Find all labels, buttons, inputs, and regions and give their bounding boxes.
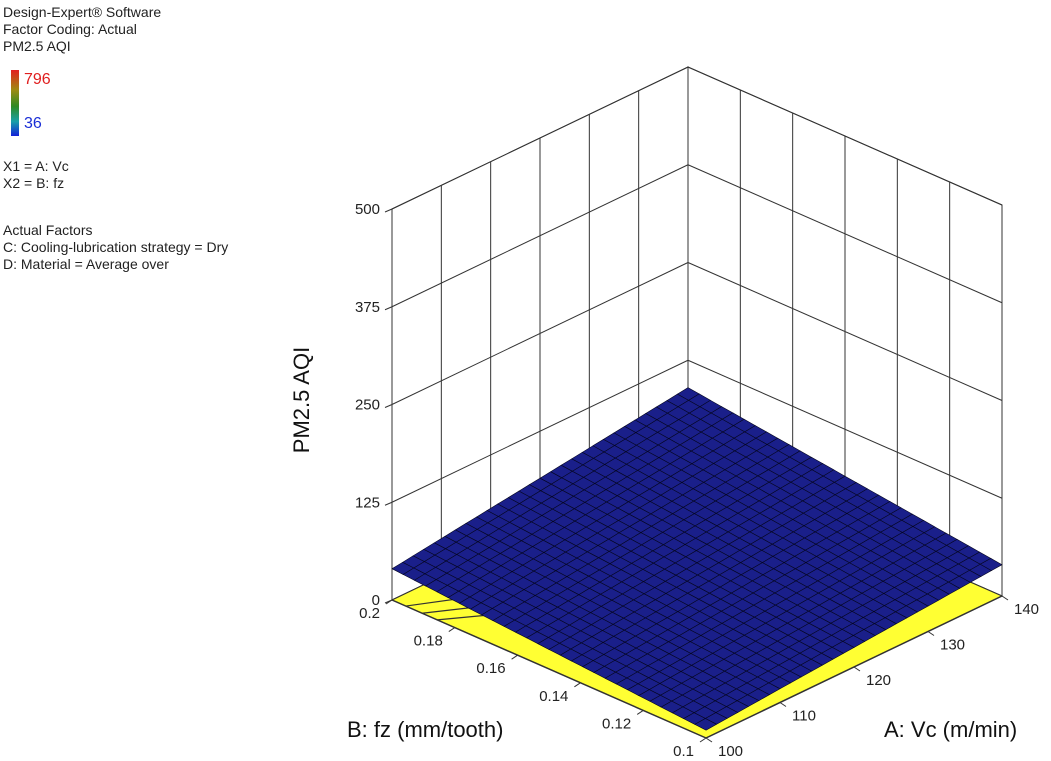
chart-labels: 0 125 250 375 500 100 110 120 130 140 0.1 0.12 0.14 0… [289, 201, 1039, 760]
y-tick-mark [574, 682, 581, 688]
x-tick-mark [705, 737, 713, 743]
y-tick-label: 0.1 [673, 743, 694, 760]
color-scale-bar [11, 70, 19, 136]
z-tick-mark [384, 404, 393, 408]
y-axis-line [391, 599, 707, 739]
y-tick-mark [511, 654, 518, 660]
back-wall-z-gridline [687, 262, 1003, 401]
actual-factor-c: C: Cooling-lubrication strategy = Dry [3, 239, 229, 255]
y-tick-label: 0.2 [359, 605, 380, 622]
left-wall-z-gridline [391, 66, 689, 210]
x-tick-label: 110 [792, 708, 816, 725]
z-tick-label: 500 [355, 201, 380, 218]
y-tick-label: 0.16 [476, 660, 505, 677]
back-wall-z-gridline [687, 66, 1003, 206]
x-tick-label: 140 [1014, 601, 1039, 618]
x1-label: X1 = A: Vc [3, 158, 69, 174]
y-tick-label: 0.12 [602, 715, 631, 732]
x-axis-title: A: Vc (m/min) [884, 717, 1017, 742]
x-tick-label: 120 [866, 672, 891, 689]
left-wall-z-gridline [391, 359, 689, 503]
factor-coding-label: Factor Coding: Actual [3, 21, 137, 37]
z-axis-title: PM2.5 AQI [289, 347, 314, 453]
y-tick-label: 0.18 [414, 633, 443, 650]
z-tick-label: 0 [372, 592, 380, 609]
response-surface [391, 387, 1003, 731]
back-wall-z-gridline [687, 359, 1003, 499]
actual-factor-d: D: Material = Average over [3, 256, 169, 272]
y-tick-mark [699, 737, 707, 743]
x-tick-mark [1001, 595, 1009, 601]
y-tick-mark [448, 627, 456, 633]
z-tick-label: 250 [355, 397, 380, 414]
x2-label: X2 = B: fz [3, 175, 65, 191]
y-tick-mark [385, 599, 393, 605]
z-tick-mark [384, 501, 393, 506]
x-tick-label: 130 [940, 637, 965, 654]
legend-info: Design-Expert® Software Factor Coding: A… [3, 4, 161, 55]
back-wall-z-gridline [687, 164, 1003, 304]
x-tick-mark [779, 702, 787, 707]
left-wall-z-gridline [391, 164, 689, 308]
y-tick-label: 0.14 [539, 688, 568, 705]
software-label: Design-Expert® Software [3, 4, 162, 20]
color-scale-max: 796 [24, 71, 51, 88]
actual-factors-title: Actual Factors [3, 222, 93, 238]
y-tick-mark [636, 709, 644, 715]
color-scale-min: 36 [24, 115, 42, 132]
z-tick-label: 125 [355, 494, 380, 511]
z-tick-label: 375 [355, 299, 380, 316]
x-tick-label: 100 [718, 743, 743, 760]
z-tick-mark [384, 208, 393, 213]
x-tick-mark [853, 666, 861, 672]
x-tick-mark [927, 631, 935, 636]
surface-cell [694, 718, 718, 731]
response-label: PM2.5 AQI [3, 38, 71, 54]
actual-factors: Actual Factors C: Cooling-lubrication st… [3, 222, 228, 273]
y-axis-title: B: fz (mm/tooth) [347, 717, 503, 742]
z-tick-mark [384, 306, 393, 311]
left-wall-z-gridline [391, 262, 689, 405]
factor-definitions: X1 = A: Vc X2 = B: fz [3, 158, 69, 192]
